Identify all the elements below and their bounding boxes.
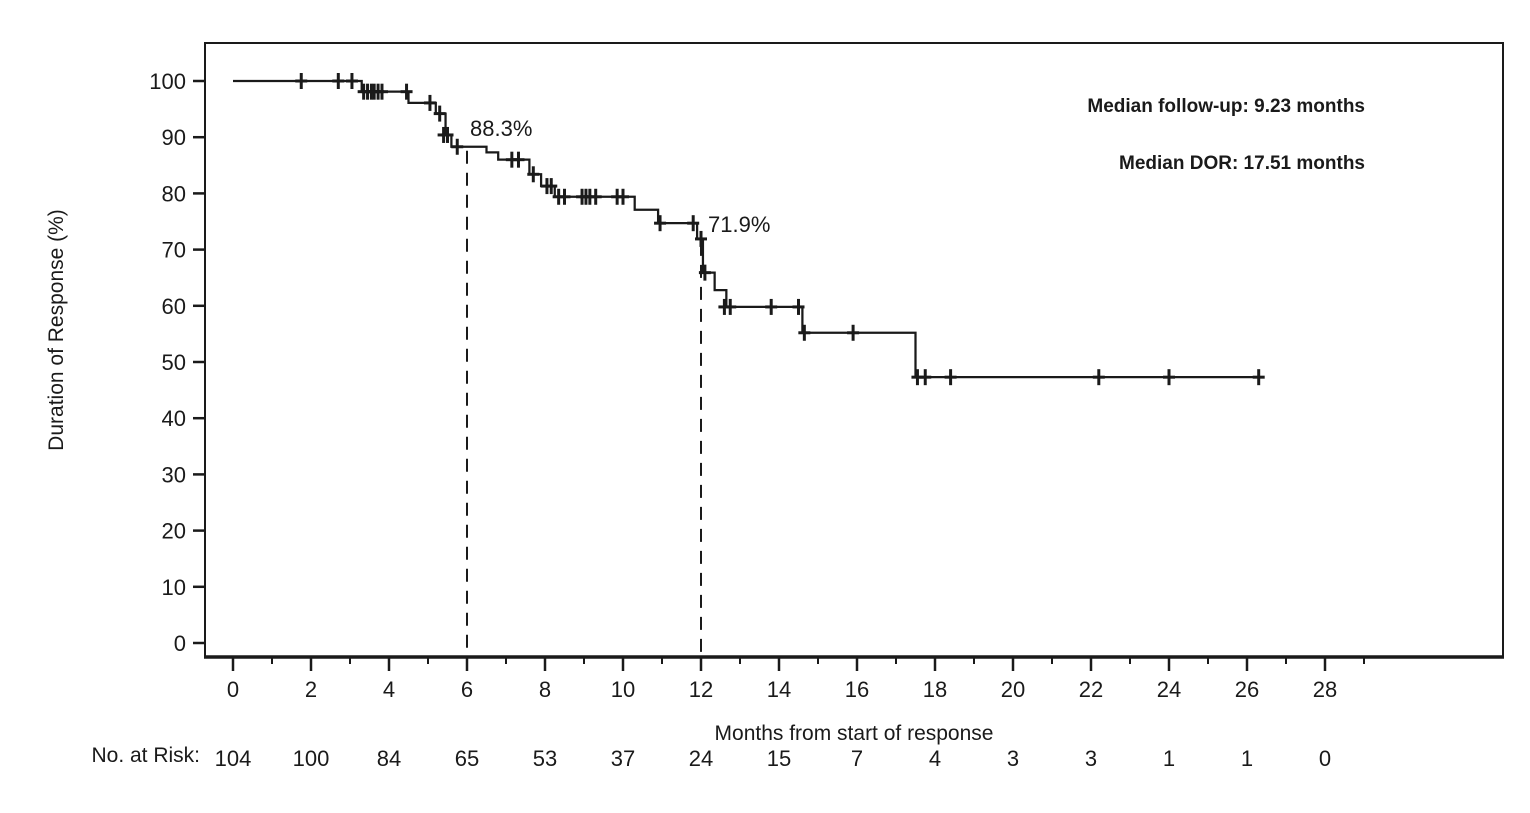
no-at-risk-label: No. at Risk: xyxy=(91,744,200,767)
y-tick-label: 80 xyxy=(162,181,186,206)
y-tick-label: 90 xyxy=(162,125,186,150)
x-axis: 0 2 4 6 8 10 12 14 16 18 20 22 24 26 28 xyxy=(227,657,1365,702)
y-tick-label: 50 xyxy=(162,350,186,375)
x-tick-label: 0 xyxy=(227,677,239,702)
y-tick-label: 40 xyxy=(162,406,186,431)
x-tick-label: 12 xyxy=(689,677,713,702)
rate-at-6-months-label: 88.3% xyxy=(470,116,533,141)
risk-count: 37 xyxy=(611,746,635,771)
y-axis-title: Duration of Response (%) xyxy=(45,209,68,451)
x-axis-title: Months from start of response xyxy=(714,722,994,745)
x-tick-label: 26 xyxy=(1235,677,1259,702)
risk-count: 0 xyxy=(1319,746,1331,771)
x-tick-label: 2 xyxy=(305,677,317,702)
y-tick-label: 0 xyxy=(174,631,186,656)
risk-count: 15 xyxy=(767,746,791,771)
y-tick-label: 70 xyxy=(162,238,186,263)
risk-count: 7 xyxy=(851,746,863,771)
x-tick-label: 20 xyxy=(1001,677,1025,702)
risk-count: 4 xyxy=(929,746,941,771)
y-tick-label: 20 xyxy=(162,519,186,544)
y-tick-label: 10 xyxy=(162,575,186,600)
x-tick-label: 14 xyxy=(767,677,791,702)
y-tick-label: 30 xyxy=(162,462,186,487)
risk-row-values: 104 100 84 65 53 37 24 15 7 4 3 3 1 1 0 xyxy=(215,746,1331,771)
risk-count: 100 xyxy=(293,746,330,771)
x-tick-label: 16 xyxy=(845,677,869,702)
x-tick-label: 10 xyxy=(611,677,635,702)
median-dor-annotation: Median DOR: 17.51 months xyxy=(1119,153,1365,174)
risk-count: 84 xyxy=(377,746,401,771)
risk-count: 104 xyxy=(215,746,252,771)
x-tick-label: 6 xyxy=(461,677,473,702)
y-axis: 0 10 20 30 40 50 60 70 80 90 100 xyxy=(149,69,205,656)
x-tick-label: 8 xyxy=(539,677,551,702)
x-tick-label: 4 xyxy=(383,677,395,702)
risk-count: 24 xyxy=(689,746,713,771)
y-tick-label: 60 xyxy=(162,294,186,319)
y-tick-label: 100 xyxy=(149,69,186,94)
risk-count: 1 xyxy=(1163,746,1175,771)
x-tick-label: 22 xyxy=(1079,677,1103,702)
risk-count: 1 xyxy=(1241,746,1253,771)
censor-marks xyxy=(295,73,1265,386)
median-followup-annotation: Median follow-up: 9.23 months xyxy=(1087,96,1365,117)
risk-count: 65 xyxy=(455,746,479,771)
plot-frame xyxy=(204,42,1504,659)
risk-count: 3 xyxy=(1085,746,1097,771)
x-tick-label: 18 xyxy=(923,677,947,702)
x-tick-label: 24 xyxy=(1157,677,1181,702)
x-tick-label: 28 xyxy=(1313,677,1337,702)
risk-count: 53 xyxy=(533,746,557,771)
risk-count: 3 xyxy=(1007,746,1019,771)
rate-at-12-months-label: 71.9% xyxy=(708,212,771,237)
